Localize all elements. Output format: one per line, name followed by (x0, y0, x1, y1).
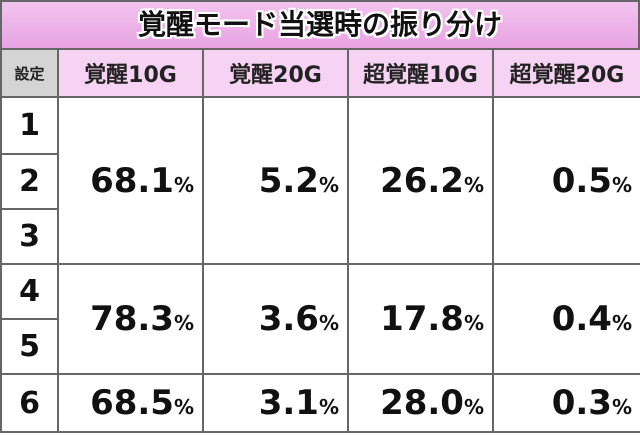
value-cell: 17.8% (347, 263, 494, 375)
header-row: 設定 覚醒10G 覚醒20G 超覚醒10G 超覚醒20G (0, 48, 640, 98)
title: 覚醒モード当選時の振り分け (0, 0, 640, 48)
value-cell: 28.0% (347, 373, 494, 433)
value-cell: 0.5% (492, 96, 640, 265)
setting-cell: 1 (0, 96, 59, 155)
setting-cell: 4 (0, 263, 59, 320)
header-cell: 超覚醒20G (492, 48, 640, 98)
header-cell: 設定 (0, 48, 59, 98)
value-cell: 0.3% (492, 373, 640, 433)
value-cell: 78.3% (57, 263, 204, 375)
value-cell: 3.1% (202, 373, 349, 433)
value-cell: 68.1% (57, 96, 204, 265)
value-cell: 68.5% (57, 373, 204, 433)
value-cell: 3.6% (202, 263, 349, 375)
value-cell: 0.4% (492, 263, 640, 375)
value-cell: 26.2% (347, 96, 494, 265)
value-cell: 5.2% (202, 96, 349, 265)
header-cell: 超覚醒10G (347, 48, 494, 98)
setting-cell: 6 (0, 373, 59, 433)
header-cell: 覚醒10G (57, 48, 204, 98)
setting-cell: 2 (0, 153, 59, 210)
table: 設定 覚醒10G 覚醒20G 超覚醒10G 超覚醒20G 1 68.1% 5.2… (0, 48, 640, 433)
header-cell: 覚醒20G (202, 48, 349, 98)
setting-cell: 5 (0, 318, 59, 375)
setting-cell: 3 (0, 208, 59, 265)
